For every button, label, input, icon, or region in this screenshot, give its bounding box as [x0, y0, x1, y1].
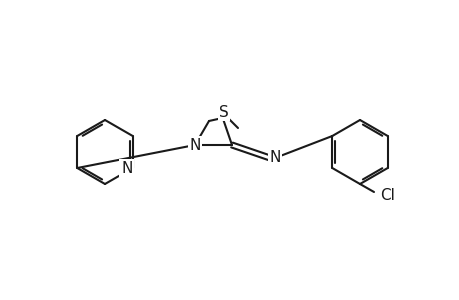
- Text: Cl: Cl: [380, 188, 395, 203]
- Text: N: N: [269, 149, 280, 164]
- Text: N: N: [121, 160, 132, 175]
- Text: S: S: [218, 104, 229, 119]
- Text: N: N: [189, 137, 200, 152]
